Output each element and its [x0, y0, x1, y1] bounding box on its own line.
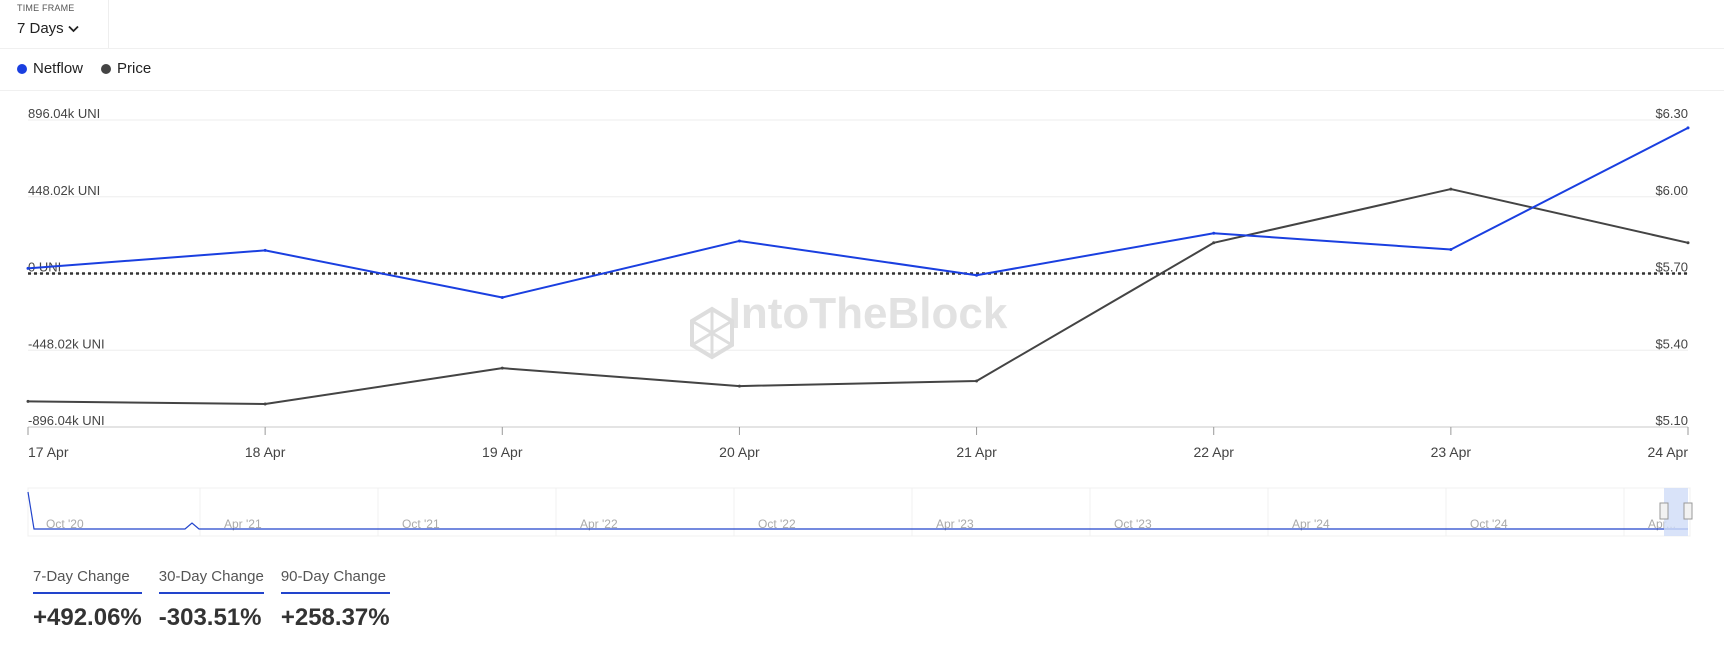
chart-legend: Netflow Price	[17, 60, 151, 77]
x-axis-tick-label: 21 Apr	[956, 444, 997, 460]
x-axis-tick-label: 20 Apr	[719, 444, 760, 460]
timeframe-dropdown[interactable]: 7 Days	[17, 20, 79, 37]
right-axis-tick-label: $5.10	[1655, 413, 1688, 428]
navigator-label: Oct '22	[758, 517, 796, 531]
netflow-dot-icon	[17, 63, 27, 74]
data-point-price	[1686, 241, 1690, 245]
stat-90-day-label: 90-Day Change	[280, 568, 390, 594]
data-point-netflow	[975, 273, 979, 277]
data-point-price	[737, 384, 741, 388]
data-point-netflow	[1686, 126, 1690, 130]
stat-90-day[interactable]: 90-Day Change +258.37%	[280, 568, 390, 632]
data-point-netflow	[263, 248, 267, 252]
left-axis-tick-label: 448.02k UNI	[28, 183, 100, 198]
data-point-netflow	[1212, 231, 1216, 235]
left-axis-tick-label: 896.04k UNI	[28, 106, 100, 121]
stat-7-day-value: +492.06%	[33, 604, 142, 631]
stat-30-day-value: -303.51%	[158, 604, 262, 631]
series-line-netflow	[27, 126, 1689, 299]
stat-7-day-label: 7-Day Change	[33, 568, 142, 594]
navigator-label: Oct '21	[402, 517, 440, 531]
series-line-price	[27, 188, 1689, 405]
data-point-netflow	[26, 266, 30, 270]
navigator-label: Apr '24	[1292, 517, 1330, 531]
right-axis-tick-label: $6.00	[1655, 183, 1688, 198]
left-axis-tick-label: -448.02k UNI	[28, 336, 105, 351]
change-stats: 7-Day Change +492.06% 30-Day Change -303…	[33, 568, 390, 632]
right-axis-tick-label: $6.30	[1655, 106, 1688, 121]
header-divider	[0, 48, 1724, 49]
navigator-handle-left[interactable]	[1659, 502, 1669, 520]
x-axis-tick-label: 18 Apr	[245, 444, 286, 460]
legend-divider	[0, 90, 1724, 91]
navigator-label: Apr '21	[224, 517, 262, 531]
timeframe-box: TIME FRAME 7 Days	[0, 0, 109, 48]
navigator-label: Apr '22	[580, 517, 618, 531]
right-axis-tick-label: $5.70	[1655, 260, 1688, 275]
navigator-label: Oct '24	[1470, 517, 1508, 531]
legend-item-price[interactable]: Price	[101, 60, 151, 77]
data-point-netflow	[1449, 248, 1453, 252]
data-point-price	[1449, 187, 1453, 191]
stat-30-day[interactable]: 30-Day Change -303.51%	[158, 568, 264, 632]
legend-label-netflow: Netflow	[33, 60, 84, 77]
chevron-down-icon	[68, 25, 79, 32]
watermark: IntoTheBlock	[729, 289, 1008, 338]
legend-label-price: Price	[117, 60, 152, 77]
data-point-price	[500, 366, 504, 370]
navigator[interactable]: Oct '20 Apr '21 Oct '21 Apr '22 Oct '22 Apr '…	[0, 484, 1724, 544]
navigator-label: Oct '20	[46, 517, 84, 531]
x-axis-tick-label: 22 Apr	[1193, 444, 1234, 460]
timeframe-value: 7 Days	[17, 20, 64, 37]
navigator-series-line	[27, 491, 1688, 530]
right-axis-tick-label: $5.40	[1655, 336, 1688, 351]
timeframe-label: TIME FRAME	[17, 3, 75, 13]
stat-90-day-value: +258.37%	[280, 604, 390, 631]
watermark-logo-icon	[690, 306, 734, 360]
left-axis-tick-label: -896.04k UNI	[28, 413, 105, 428]
data-point-price	[26, 399, 30, 403]
navigator-label: Oct '23	[1114, 517, 1152, 531]
x-axis-tick-label: 17 Apr	[28, 444, 69, 460]
data-point-netflow	[500, 295, 504, 299]
navigator-label: Apr '23	[936, 517, 974, 531]
stat-30-day-label: 30-Day Change	[158, 568, 264, 594]
stat-7-day[interactable]: 7-Day Change +492.06%	[33, 568, 142, 632]
data-point-price	[1212, 241, 1216, 245]
data-point-price	[263, 402, 267, 406]
data-point-netflow	[737, 239, 741, 243]
price-dot-icon	[101, 63, 112, 74]
data-point-price	[975, 379, 979, 383]
legend-item-netflow[interactable]: Netflow	[17, 60, 83, 77]
x-axis-tick-label: 23 Apr	[1431, 444, 1472, 460]
x-axis-tick-label: 19 Apr	[482, 444, 523, 460]
navigator-handle-right[interactable]	[1683, 502, 1693, 520]
x-axis-tick-label: 24 Apr	[1648, 444, 1689, 460]
